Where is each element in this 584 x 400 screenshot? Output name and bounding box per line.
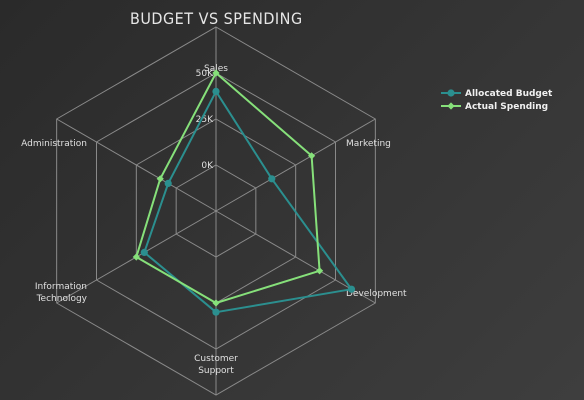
data-point-actual-spending — [212, 299, 220, 307]
axis-labels: Sales Marketing Development Customer Support… — [21, 64, 407, 376]
data-point-allocated-budget — [347, 285, 356, 293]
tick-label: 50K — [196, 69, 214, 79]
axis-label-development: Development — [346, 289, 407, 299]
data-point-actual-spending — [132, 253, 140, 261]
data-point-actual-spending — [212, 69, 220, 77]
data-point-allocated-budget — [164, 179, 172, 187]
legend-label-actual-spending: Actual Spending — [465, 102, 548, 112]
axis-label-administration: Administration — [21, 139, 87, 149]
tick-labels: 0K 25K 50K — [196, 69, 214, 171]
tick-label: 0K — [201, 161, 214, 171]
legend-marker-allocated-budget — [447, 89, 455, 97]
tick-label: 25K — [196, 115, 214, 125]
series-layer — [132, 69, 356, 316]
axis-label-information-technology: Information Technology — [35, 282, 88, 304]
data-point-actual-spending — [315, 267, 324, 275]
axis-label-marketing: Marketing — [346, 139, 391, 149]
grid-spoke — [56, 118, 217, 212]
data-point-allocated-budget — [212, 308, 220, 316]
legend-marker-actual-spending — [447, 102, 455, 110]
grid-spoke — [215, 118, 376, 212]
chart-title: BUDGET VS SPENDING — [130, 9, 303, 28]
data-point-allocated-budget — [268, 175, 276, 183]
legend: Allocated Budget Actual Spending — [441, 89, 553, 112]
data-point-actual-spending — [156, 175, 164, 183]
radar-grid — [56, 26, 376, 396]
legend-label-allocated-budget: Allocated Budget — [465, 89, 553, 99]
axis-label-sales: Sales — [204, 64, 228, 74]
data-point-allocated-budget — [212, 87, 220, 95]
data-point-allocated-budget — [140, 248, 148, 256]
axis-label-customer-support: Customer Support — [194, 354, 238, 376]
data-point-actual-spending — [308, 152, 316, 160]
